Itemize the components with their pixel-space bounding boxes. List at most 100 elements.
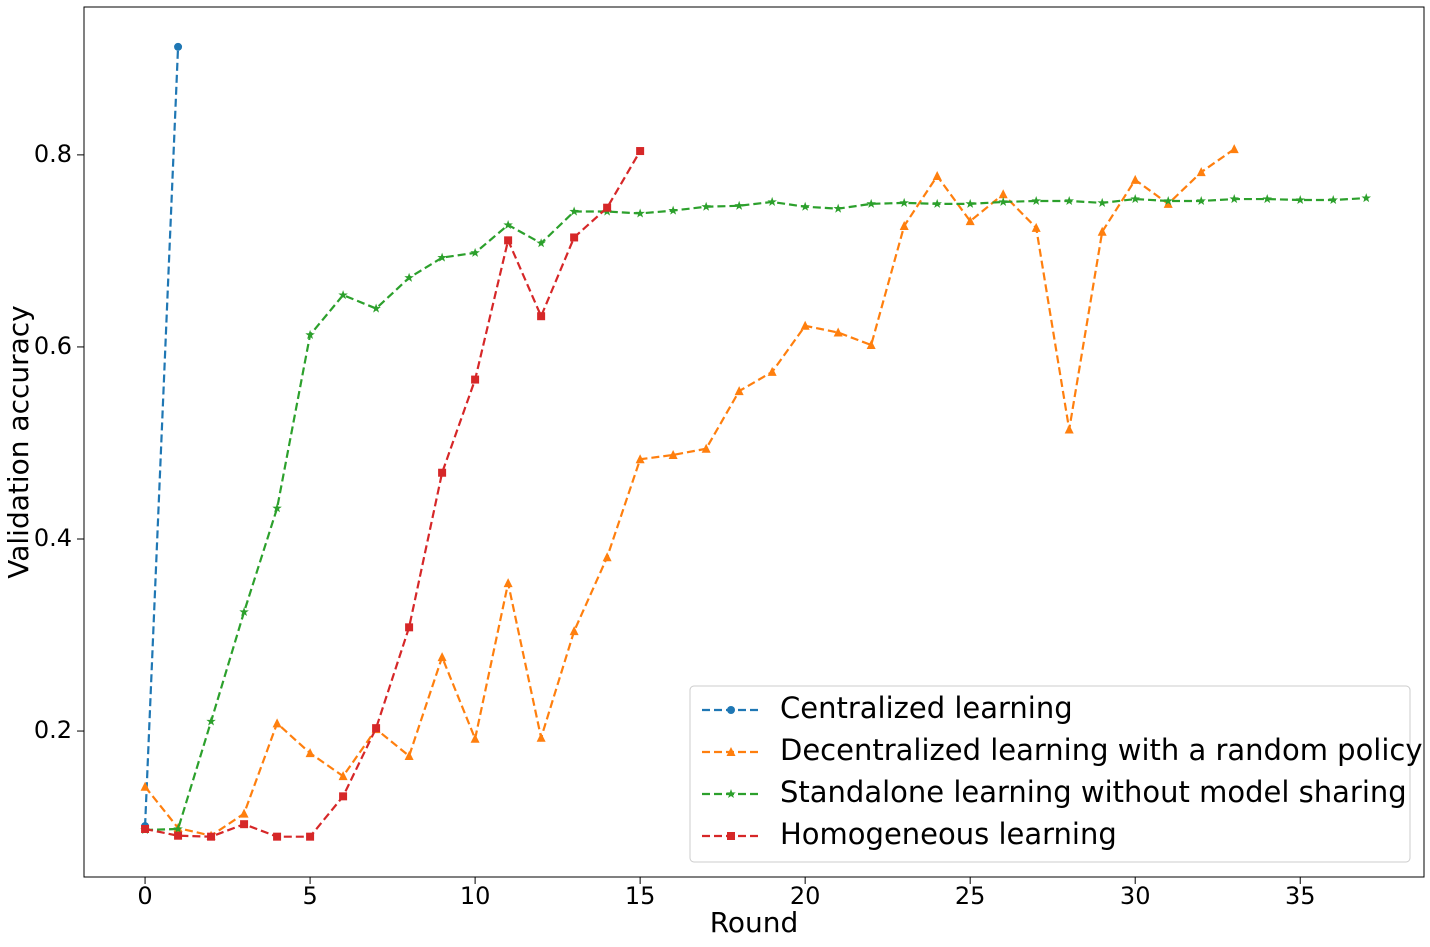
marker xyxy=(273,832,282,841)
marker xyxy=(174,831,183,840)
marker xyxy=(272,718,282,728)
x-tick-label: 20 xyxy=(790,882,821,910)
marker xyxy=(437,252,447,262)
marker xyxy=(635,208,645,218)
x-tick-label: 35 xyxy=(1285,882,1316,910)
marker xyxy=(206,716,216,726)
marker xyxy=(668,449,678,459)
y-tick-label: 0.4 xyxy=(34,524,72,552)
marker xyxy=(965,216,975,226)
marker xyxy=(635,454,645,464)
marker xyxy=(207,832,216,841)
legend-marker xyxy=(726,747,736,756)
marker xyxy=(767,196,777,206)
marker xyxy=(734,386,744,396)
series-line xyxy=(143,46,180,827)
marker xyxy=(1295,195,1305,205)
marker xyxy=(701,201,711,211)
marker xyxy=(338,771,348,781)
marker xyxy=(471,375,480,384)
x-axis-label: Round xyxy=(710,906,799,939)
legend: Centralized learning Decentralized learni… xyxy=(689,685,1423,863)
marker xyxy=(603,203,612,212)
legend-label: Homogeneous learning xyxy=(780,817,1117,851)
marker xyxy=(1031,195,1041,206)
marker xyxy=(1163,198,1173,208)
marker xyxy=(866,198,876,208)
x-tick-label: 5 xyxy=(302,882,317,910)
marker xyxy=(1196,195,1206,206)
legend-label: Decentralized learning with a random pol… xyxy=(780,733,1423,767)
legend-marker xyxy=(727,706,735,714)
marker xyxy=(636,147,645,156)
marker xyxy=(734,200,744,210)
marker xyxy=(899,197,909,207)
marker xyxy=(536,732,546,742)
marker xyxy=(866,340,876,350)
marker xyxy=(239,606,249,617)
marker xyxy=(833,327,843,337)
marker xyxy=(1130,174,1140,184)
marker xyxy=(470,247,480,257)
x-tick-label: 30 xyxy=(1120,882,1151,910)
x-tick-label: 25 xyxy=(955,882,986,910)
marker xyxy=(833,203,843,213)
legend-box xyxy=(689,685,1411,863)
marker xyxy=(239,808,249,818)
legend-label: Centralized learning xyxy=(780,691,1073,725)
marker xyxy=(1229,194,1239,204)
marker xyxy=(899,220,909,230)
marker xyxy=(602,552,612,562)
y-tick-label: 0.8 xyxy=(34,140,72,168)
marker xyxy=(338,290,348,300)
marker xyxy=(767,366,777,376)
legend-label: Standalone learning without model sharin… xyxy=(780,775,1407,809)
plot-frame xyxy=(83,6,1425,878)
marker xyxy=(503,578,513,588)
marker xyxy=(140,781,150,791)
marker xyxy=(306,832,315,841)
marker xyxy=(174,42,183,51)
series-line xyxy=(145,196,1367,832)
marker xyxy=(141,824,150,833)
marker xyxy=(470,733,480,743)
marker xyxy=(668,205,678,215)
marker xyxy=(570,233,579,242)
marker xyxy=(405,623,414,632)
marker xyxy=(272,503,282,513)
y-tick-label: 0.2 xyxy=(34,716,72,744)
marker xyxy=(1262,194,1272,204)
marker xyxy=(1163,195,1173,206)
marker xyxy=(800,201,810,211)
marker xyxy=(371,303,381,313)
marker xyxy=(998,189,1008,199)
marker xyxy=(438,468,447,477)
marker xyxy=(536,238,546,248)
legend-marker xyxy=(727,832,735,840)
marker xyxy=(1328,195,1338,205)
legend-marker xyxy=(726,789,736,799)
marker xyxy=(701,443,711,453)
marker xyxy=(1031,222,1041,232)
marker xyxy=(305,329,315,339)
marker xyxy=(404,751,414,761)
marker xyxy=(437,652,447,662)
marker xyxy=(1361,193,1371,203)
marker xyxy=(537,312,546,321)
marker xyxy=(569,206,579,216)
series-line xyxy=(144,148,1235,837)
marker xyxy=(569,626,579,636)
marker xyxy=(1064,195,1074,206)
marker xyxy=(240,820,249,829)
marker xyxy=(932,171,942,181)
marker xyxy=(504,236,513,245)
x-tick-label: 10 xyxy=(460,882,491,910)
marker xyxy=(1196,167,1206,177)
marker xyxy=(173,823,183,834)
marker xyxy=(305,748,315,758)
series-line xyxy=(144,150,642,838)
marker xyxy=(339,792,348,801)
marker xyxy=(1097,226,1107,236)
y-tick-label: 0.6 xyxy=(34,332,72,360)
